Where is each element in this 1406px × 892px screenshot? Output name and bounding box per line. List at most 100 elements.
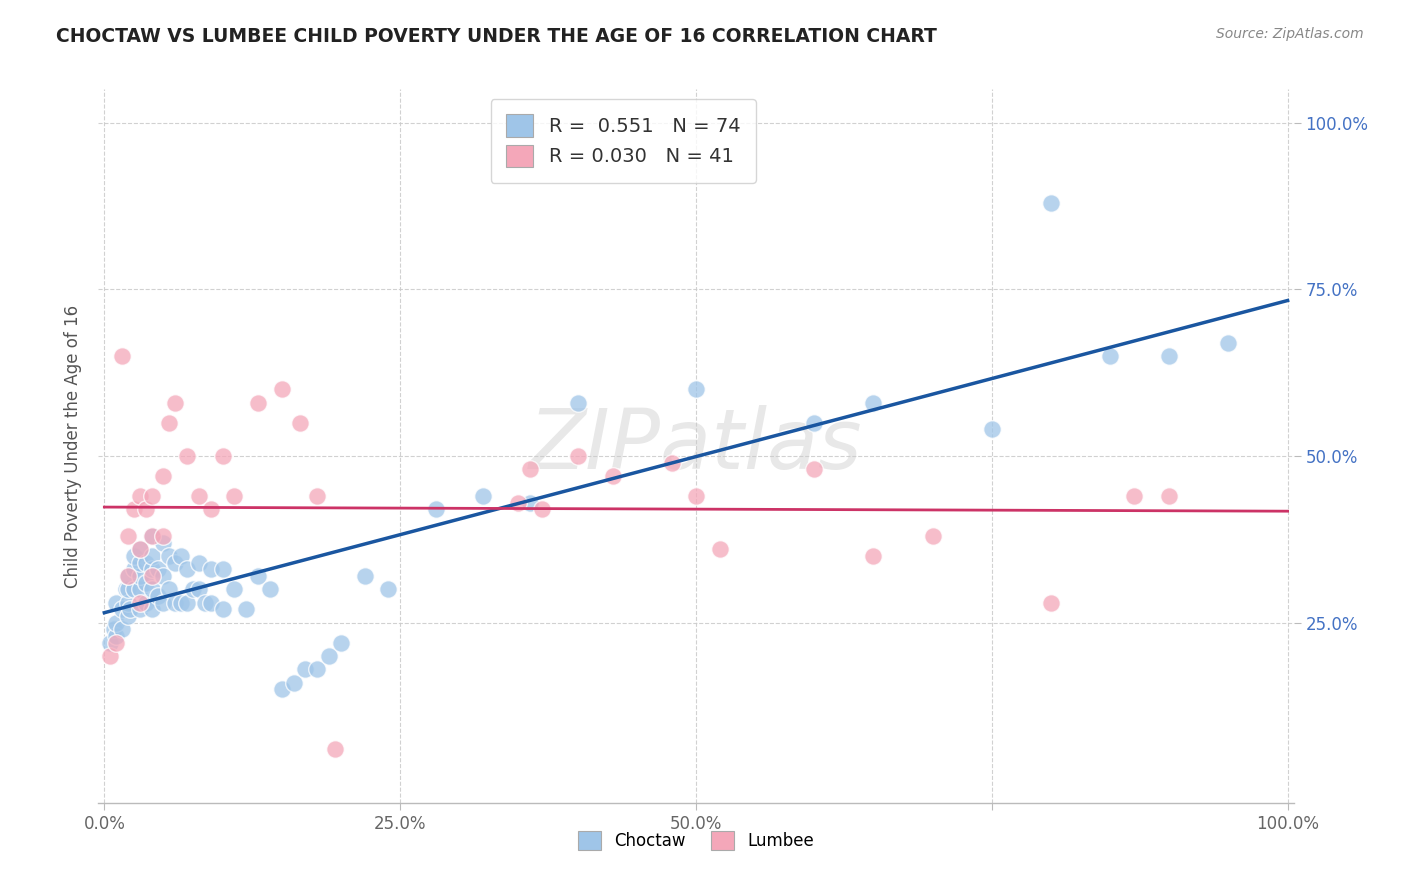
Point [117, 596, 139, 610]
Point [377, 582, 399, 597]
Point [247, 569, 270, 583]
Point [1218, 335, 1240, 350]
Point [128, 569, 150, 583]
Point [1039, 596, 1062, 610]
Text: Source: ZipAtlas.com: Source: ZipAtlas.com [1216, 27, 1364, 41]
Point [128, 542, 150, 557]
Point [1159, 489, 1181, 503]
Point [105, 615, 128, 630]
Point [152, 469, 174, 483]
Point [200, 502, 222, 516]
Point [288, 416, 311, 430]
Legend: Choctaw, Lumbee: Choctaw, Lumbee [569, 822, 823, 859]
Point [330, 636, 353, 650]
Text: ZIPatlas: ZIPatlas [529, 406, 863, 486]
Point [211, 562, 233, 576]
Point [224, 489, 246, 503]
Point [519, 496, 541, 510]
Point [128, 489, 150, 503]
Point [152, 529, 174, 543]
Point [307, 489, 329, 503]
Point [567, 449, 589, 463]
Point [128, 542, 150, 557]
Point [105, 596, 128, 610]
Point [803, 462, 825, 476]
Point [111, 623, 134, 637]
Point [103, 623, 125, 637]
Point [128, 582, 150, 597]
Point [170, 549, 193, 563]
Point [105, 629, 128, 643]
Point [323, 742, 346, 756]
Point [1122, 489, 1144, 503]
Point [188, 556, 211, 570]
Point [188, 489, 211, 503]
Point [567, 395, 589, 409]
Point [176, 449, 198, 463]
Point [294, 662, 316, 676]
Point [141, 529, 163, 543]
Point [122, 502, 145, 516]
Point [709, 542, 731, 557]
Point [200, 562, 222, 576]
Point [120, 602, 142, 616]
Point [122, 582, 145, 597]
Point [141, 569, 163, 583]
Point [235, 602, 257, 616]
Y-axis label: Child Poverty Under the Age of 16: Child Poverty Under the Age of 16 [63, 304, 82, 588]
Point [117, 609, 139, 624]
Point [141, 582, 163, 597]
Point [141, 549, 163, 563]
Point [170, 596, 193, 610]
Point [176, 596, 198, 610]
Point [165, 395, 187, 409]
Point [1099, 349, 1122, 363]
Point [114, 582, 136, 597]
Point [425, 502, 447, 516]
Point [602, 469, 624, 483]
Point [128, 596, 150, 610]
Point [176, 562, 198, 576]
Point [531, 502, 554, 516]
Point [1039, 195, 1062, 210]
Point [270, 682, 292, 697]
Point [146, 562, 169, 576]
Point [307, 662, 329, 676]
Point [117, 569, 139, 583]
Point [862, 549, 884, 563]
Point [270, 382, 292, 396]
Point [318, 649, 340, 664]
Point [122, 562, 145, 576]
Point [980, 422, 1002, 436]
Point [165, 596, 187, 610]
Point [519, 462, 541, 476]
Point [188, 582, 211, 597]
Point [135, 596, 157, 610]
Point [194, 596, 217, 610]
Point [472, 489, 495, 503]
Point [165, 556, 187, 570]
Point [117, 582, 139, 597]
Point [508, 496, 530, 510]
Point [211, 602, 233, 616]
Point [181, 582, 204, 597]
Point [152, 569, 174, 583]
Point [105, 636, 128, 650]
Point [1159, 349, 1181, 363]
Point [117, 569, 139, 583]
Point [141, 489, 163, 503]
Point [661, 456, 683, 470]
Point [921, 529, 943, 543]
Point [128, 556, 150, 570]
Point [157, 416, 180, 430]
Point [122, 549, 145, 563]
Point [157, 582, 180, 597]
Point [135, 556, 157, 570]
Point [111, 602, 134, 616]
Point [141, 562, 163, 576]
Point [98, 649, 121, 664]
Point [117, 529, 139, 543]
Point [803, 416, 825, 430]
Point [862, 395, 884, 409]
Point [141, 529, 163, 543]
